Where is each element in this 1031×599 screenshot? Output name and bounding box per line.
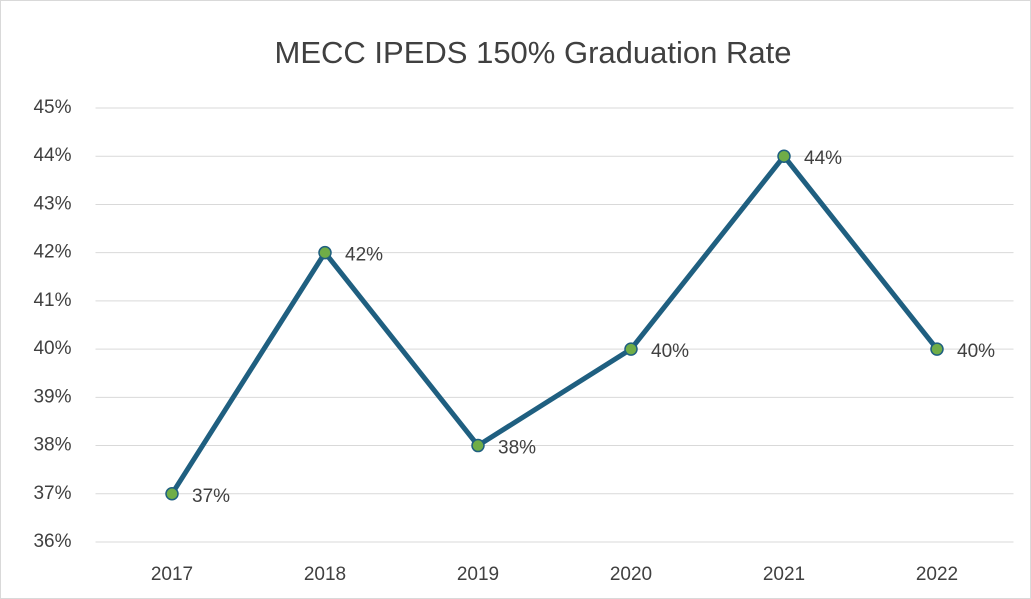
marker [318, 245, 332, 260]
x-tick-label: 2021 [763, 564, 805, 585]
y-tick-label: 44% [33, 145, 71, 166]
data-label: 38% [498, 438, 536, 459]
y-tick-label: 36% [33, 531, 71, 552]
y-tick-label: 41% [33, 290, 71, 311]
marker [930, 342, 944, 356]
y-tick-label: 43% [33, 193, 71, 214]
x-tick-label: 2018 [304, 564, 346, 585]
y-tick-label: 40% [33, 338, 71, 359]
marker [777, 149, 791, 163]
marker [471, 438, 485, 453]
chart-title: MECC IPEDS 150% Graduation Rate [275, 35, 792, 70]
data-label: 37% [192, 486, 230, 507]
y-tick-label: 45% [33, 97, 71, 118]
y-tick-label: 38% [33, 435, 71, 456]
x-tick-label: 2022 [916, 564, 958, 585]
data-label: 42% [345, 245, 383, 266]
marker [165, 487, 179, 501]
data-label: 40% [651, 341, 689, 362]
y-tick-label: 39% [33, 386, 71, 407]
y-tick-label: 37% [33, 483, 71, 504]
marker [624, 342, 638, 356]
x-tick-label: 2017 [151, 564, 193, 585]
x-tick-label: 2020 [610, 564, 652, 585]
data-label: 44% [804, 148, 842, 169]
data-label: 40% [957, 341, 995, 362]
line [169, 153, 939, 496]
x-tick-label: 2019 [457, 564, 499, 585]
y-tick-label: 42% [33, 242, 71, 263]
